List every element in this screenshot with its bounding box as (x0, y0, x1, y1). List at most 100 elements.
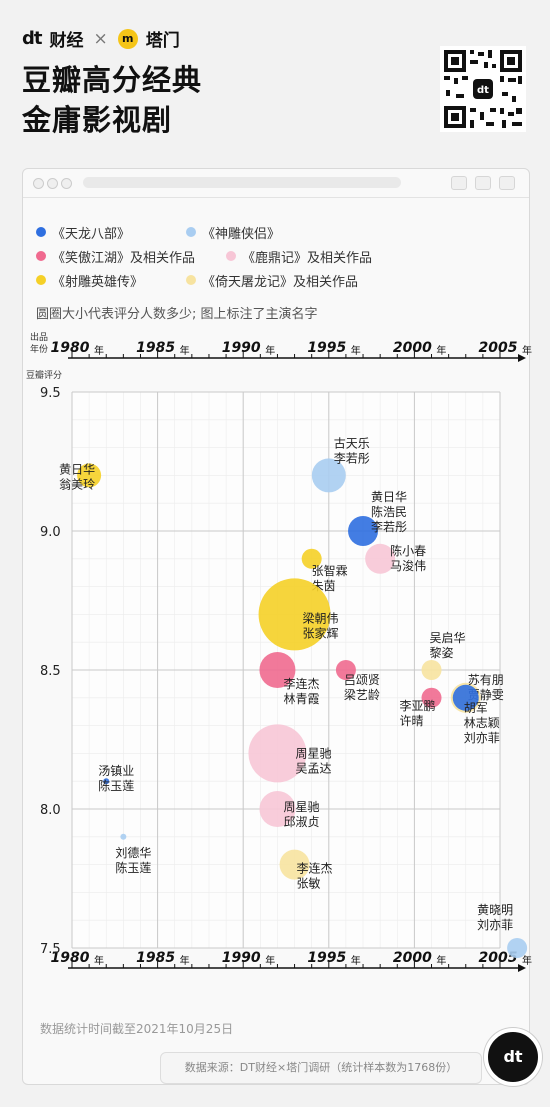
data-date-note: 数据统计时间截至2021年10月25日 (40, 1022, 234, 1036)
data-point (348, 516, 379, 546)
legend-swatch (36, 275, 46, 285)
data-label: 陈小春 (390, 543, 426, 558)
x-tick-label: 1985 (136, 340, 175, 356)
x-tick-label: 1990 (222, 950, 261, 966)
data-label: 李若彤 (371, 519, 407, 534)
data-label: 黄日华 (59, 462, 95, 476)
brand-header: dt 财经 × m 塔门 (22, 26, 180, 51)
legend-label: 《天龙八部》 (52, 226, 131, 242)
x-tick-suffix: 年 (436, 344, 446, 357)
data-source-bar: 数据来源：DT财经×塔门调研（统计样本数为1768份） (160, 1052, 482, 1084)
tamen-logo-icon: m (117, 28, 138, 49)
x-tick-label: 1980 (51, 340, 90, 356)
x-tick-suffix: 年 (351, 954, 361, 967)
data-label: 刘亦菲 (477, 917, 513, 932)
legend-item: 《射雕英雄传》 (36, 271, 186, 290)
data-label: 李连杰 (283, 676, 319, 691)
legend-item: 《神雕侠侣》 (186, 223, 336, 242)
data-label: 黄日华 (371, 490, 407, 504)
title-line-1: 豆瓣高分经典 (22, 63, 203, 97)
chart-note: 圆圈大小代表评分人数多少; 图上标注了主演名字 (36, 307, 318, 322)
x-tick-label: 1980 (51, 950, 90, 966)
data-label: 吴孟达 (295, 761, 331, 775)
x-tick-suffix: 年 (265, 344, 275, 357)
data-point (311, 458, 346, 493)
scatter-chart: 1980 年 1985 年 1990 年 1995 年 2000 年 2005 年 1980 年 1985 年… (26, 331, 532, 972)
data-point (259, 652, 296, 688)
title-line-2: 金庸影视剧 (22, 103, 173, 137)
x-tick-suffix: 年 (522, 344, 532, 357)
data-point (258, 578, 331, 651)
legend-item: 《鹿鼎记》及相关作品 (226, 247, 416, 266)
data-label: 李连杰 (297, 861, 333, 876)
x-tick-label: 2000 (393, 950, 432, 966)
data-label: 林青霞 (283, 692, 319, 706)
data-label: 张家辉 (303, 625, 339, 640)
x-tick-suffix: 年 (180, 344, 190, 357)
x-tick-suffix: 年 (351, 344, 361, 357)
address-bar[interactable] (83, 177, 401, 188)
window-dot-icon (47, 178, 58, 189)
x-tick-suffix: 年 (94, 344, 104, 357)
data-label: 许晴 (400, 714, 424, 728)
legend-swatch (36, 251, 46, 261)
x-tick-suffix: 年 (265, 954, 275, 967)
window-button-icon[interactable] (475, 176, 491, 190)
legend-swatch (186, 275, 196, 285)
legend-label: 《神雕侠侣》 (202, 226, 281, 242)
dt-logo-icon: dt (22, 28, 42, 49)
legend-label: 《笑傲江湖》及相关作品 (52, 250, 196, 266)
data-point (259, 791, 296, 827)
x-tick-label: 1995 (307, 340, 346, 356)
data-label: 周星驰 (283, 800, 319, 814)
x-tick-suffix: 年 (522, 954, 532, 967)
legend-label: 《鹿鼎记》及相关作品 (242, 250, 373, 266)
data-label: 马浚伟 (390, 558, 426, 573)
legend-swatch (36, 227, 46, 237)
data-label: 吕颂贤 (344, 673, 380, 687)
data-label: 李亚鹏 (400, 698, 436, 713)
window-button-icon[interactable] (499, 176, 515, 190)
data-point (279, 849, 310, 880)
data-label: 刘德华 (115, 845, 151, 860)
data-point (365, 543, 396, 574)
data-label: 张敏 (297, 876, 321, 891)
y-tick-label: 9.5 (40, 386, 61, 401)
window-title-bar (23, 169, 529, 198)
data-label: 刘亦菲 (464, 730, 500, 745)
data-label: 翁美玲 (59, 477, 95, 491)
legend-item: 《倚天屠龙记》及相关作品 (186, 271, 376, 290)
axis-arrow-icon (518, 964, 526, 972)
data-label: 汤镇业 (98, 764, 134, 778)
legend-swatch (186, 227, 196, 237)
chart-legend: 《天龙八部》 《神雕侠侣》 《笑傲江湖》及相关作品 《鹿鼎记》及相关作品 《射雕… (36, 220, 416, 292)
x-tick-label: 1995 (307, 950, 346, 966)
y-tick-label: 7.5 (40, 942, 61, 957)
data-point (77, 463, 102, 488)
x-tick-label: 2005 (479, 950, 518, 966)
legend-item: 《天龙八部》 (36, 223, 186, 242)
data-label: 邱淑贞 (283, 815, 319, 829)
data-label: 梁艺龄 (344, 687, 380, 702)
x-axis-title: 出品 (30, 331, 48, 343)
x-axis-title: 年份 (30, 343, 48, 355)
data-label: 陈浩民 (371, 504, 407, 519)
data-point (103, 778, 110, 785)
data-label: 陈玉莲 (98, 778, 134, 793)
data-point (421, 660, 442, 680)
data-label: 胡军 (464, 701, 488, 715)
x-tick-label: 1985 (136, 950, 175, 966)
data-point (248, 724, 307, 783)
window-button-icon[interactable] (451, 176, 467, 190)
y-tick-label: 8.5 (40, 664, 61, 679)
data-label: 李若彤 (334, 450, 370, 465)
y-tick-label: 8.0 (40, 803, 61, 818)
dt-badge-icon[interactable]: dt (484, 1028, 542, 1086)
x-tick-suffix: 年 (180, 954, 190, 967)
data-label: 梁朝伟 (303, 610, 339, 625)
x-tick-label: 2000 (393, 340, 432, 356)
data-label: 林志颖 (464, 716, 500, 730)
qr-code-icon[interactable]: dt (440, 46, 526, 132)
data-label: 周星驰 (295, 746, 331, 760)
brand-times: × (93, 28, 108, 49)
